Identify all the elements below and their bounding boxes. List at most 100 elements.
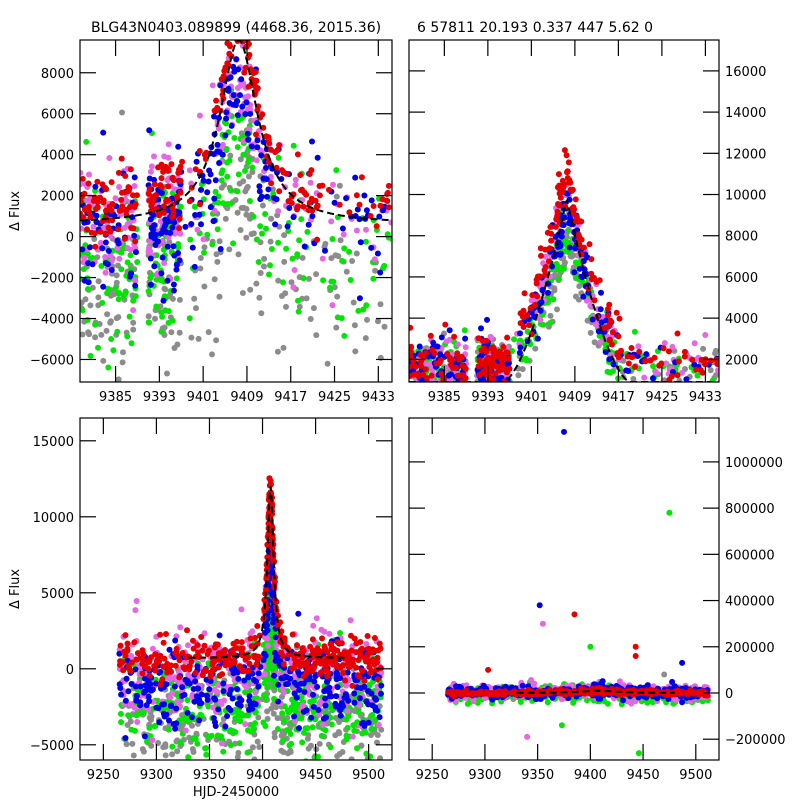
point-gray	[519, 366, 526, 373]
point-red	[100, 199, 107, 206]
point-green	[300, 275, 307, 282]
point-red	[483, 337, 490, 344]
point-blue	[212, 696, 219, 703]
x-tick-label: 9350	[193, 768, 226, 783]
point-gray	[197, 255, 204, 261]
point-green	[572, 259, 579, 266]
point-red	[714, 361, 719, 367]
point-red	[85, 208, 92, 215]
point-pink	[106, 155, 113, 161]
point-blue	[374, 707, 381, 714]
point-green	[341, 332, 348, 339]
point-red	[365, 651, 371, 658]
point-green	[83, 138, 90, 145]
point-pink	[149, 645, 156, 652]
point-red	[134, 192, 140, 199]
point-red	[572, 196, 579, 203]
point-gray	[214, 258, 221, 265]
point-red	[160, 203, 167, 210]
point-green	[202, 745, 209, 752]
point-gray	[279, 293, 285, 299]
model-curve	[188, 486, 348, 659]
point-blue	[175, 210, 181, 217]
point-pink	[252, 689, 259, 696]
point-blue	[173, 261, 180, 268]
point-pink	[653, 369, 660, 376]
point-red	[109, 201, 116, 207]
point-gray	[271, 734, 278, 741]
point-blue	[142, 688, 149, 695]
point-blue	[576, 265, 583, 272]
point-red	[557, 194, 564, 201]
point-red	[537, 245, 544, 252]
point-red	[588, 256, 595, 263]
point-blue	[147, 681, 154, 687]
point-pink	[691, 340, 698, 347]
point-blue	[281, 674, 288, 681]
point-green	[343, 716, 350, 723]
point-red	[118, 196, 125, 203]
point-pink	[165, 141, 172, 148]
point-blue	[286, 205, 293, 211]
point-green	[255, 259, 262, 265]
point-pink	[290, 284, 297, 291]
point-gray	[280, 344, 287, 351]
point-blue	[334, 684, 341, 691]
title-left: BLG43N0403.089899 (4468.36, 2015.36)	[91, 20, 381, 36]
point-red	[431, 350, 438, 357]
point-blue	[89, 261, 96, 268]
point-blue	[284, 223, 291, 230]
point-gray	[209, 351, 215, 358]
point-gray	[351, 322, 358, 329]
point-red	[427, 332, 434, 339]
point-red	[629, 354, 635, 361]
point-gray	[164, 370, 170, 377]
point-green	[218, 733, 225, 740]
point-blue	[250, 676, 257, 683]
point-green	[281, 717, 288, 724]
point-red	[337, 664, 344, 671]
point-gray	[127, 718, 134, 725]
point-blue	[249, 705, 256, 712]
point-red	[674, 372, 681, 379]
point-gray	[188, 334, 195, 341]
point-blue	[184, 680, 191, 686]
point-green	[370, 275, 377, 282]
point-pink	[307, 179, 314, 186]
point-blue	[252, 701, 259, 708]
point-red	[636, 348, 643, 355]
point-blue	[241, 677, 248, 684]
point-gray	[353, 250, 360, 257]
point-gray	[288, 279, 295, 286]
point-pink	[245, 106, 252, 113]
point-blue	[173, 266, 180, 273]
point-red	[444, 351, 451, 357]
point-green	[301, 729, 307, 736]
point-red	[568, 188, 575, 194]
point-red	[252, 69, 259, 75]
point-blue	[222, 723, 229, 730]
point-red	[276, 188, 283, 195]
point-blue	[337, 675, 344, 682]
point-pink	[81, 254, 88, 261]
point-blue	[363, 207, 370, 214]
point-green	[268, 246, 275, 252]
point-pink	[194, 226, 201, 233]
point-blue	[310, 703, 317, 710]
point-blue	[254, 144, 261, 151]
point-blue	[228, 122, 235, 129]
point-gray	[251, 756, 258, 760]
point-red	[309, 636, 316, 643]
point-green	[346, 248, 353, 255]
panel-top-right: 9385 9393 9401 9409 9417 9425 9433200040006000…	[408, 39, 766, 405]
point-red	[222, 661, 229, 668]
point-red	[356, 673, 363, 680]
point-red	[190, 645, 197, 652]
point-red	[90, 197, 97, 204]
point-red	[233, 638, 240, 645]
point-red	[151, 181, 158, 188]
point-green	[115, 296, 122, 303]
point-gray	[169, 295, 176, 302]
point-red	[220, 73, 227, 80]
point-red	[190, 637, 196, 644]
